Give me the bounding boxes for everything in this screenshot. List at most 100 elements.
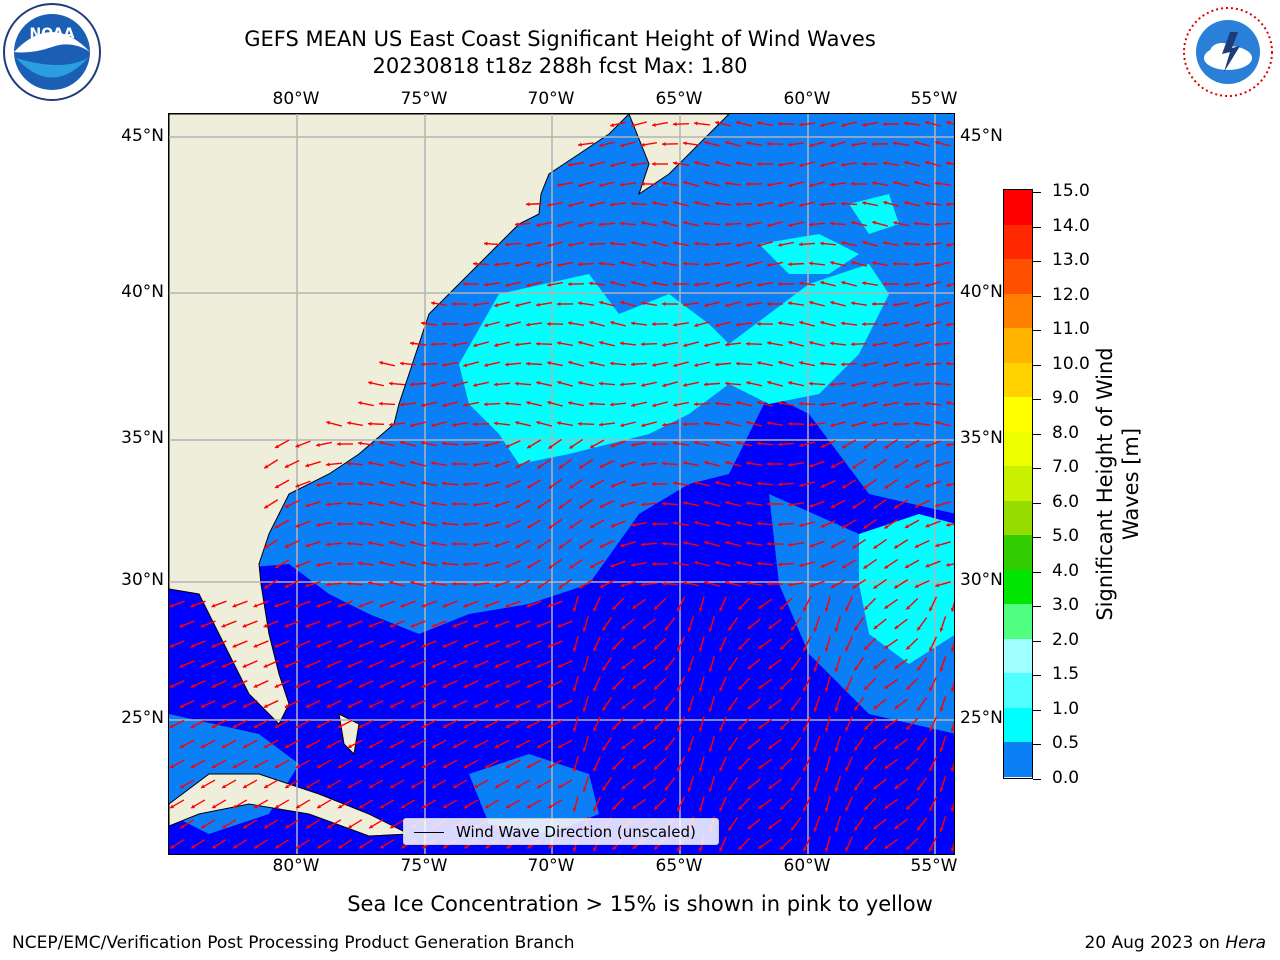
wave-direction-arrow [698,716,705,732]
wave-direction-arrow [379,680,395,688]
wave-direction-arrow [703,421,721,426]
wave-direction-arrow [682,302,700,307]
wave-direction-arrow [337,680,353,688]
wave-direction-arrow [431,620,447,628]
wave-direction-arrow [484,759,500,769]
wave-direction-arrow [661,541,679,546]
wave-direction-arrow [830,499,846,509]
wave-direction-arrow [263,499,279,509]
wave-direction-arrow [840,321,858,326]
wave-direction-arrow [950,801,954,812]
wave-direction-arrow [558,578,572,590]
wave-direction-arrow [451,541,469,546]
wave-direction-arrow [452,381,468,388]
colorbar-segment [1004,535,1032,570]
wave-direction-arrow [672,521,690,526]
wave-direction-arrow [682,141,700,146]
wave-direction-arrow [683,381,699,387]
wave-direction-arrow [578,459,594,469]
wave-direction-arrow [779,797,793,811]
wave-direction-arrow [388,422,406,427]
wave-direction-arrow [494,301,510,308]
wave-direction-arrow [305,819,321,829]
colorbar-tick-label: 11.0 [1052,319,1090,340]
wave-direction-arrow [714,362,732,367]
wave-zone-high [859,514,954,664]
wave-direction-arrow [904,559,920,569]
wave-direction-arrow [651,322,669,327]
wave-direction-arrow [452,620,468,628]
wave-direction-arrow [758,598,772,610]
map-grid [169,114,954,854]
wave-direction-arrow [336,441,354,447]
wave-direction-arrow [253,719,269,729]
wave-direction-arrow [853,736,865,752]
wave-direction-arrow [515,660,531,668]
wave-direction-arrow [724,222,742,227]
wave-direction-arrow [169,600,185,608]
wave-direction-arrow [672,321,690,327]
wave-direction-arrow [179,819,195,829]
wave-direction-arrow [813,816,821,832]
wave-direction-arrow [493,382,511,387]
wave-direction-arrow [274,519,290,529]
wave-direction-arrow [925,480,941,488]
wave-direction-arrow [284,699,300,709]
wave-direction-arrow [903,402,921,407]
wave-direction-arrow [410,460,426,467]
wave-direction-arrow [916,657,928,671]
wave-direction-arrow [284,579,300,589]
wave-direction-arrow [589,519,605,529]
wave-direction-arrow [190,799,206,809]
wave-direction-arrow [737,597,751,611]
wave-direction-arrow [935,501,951,508]
wave-direction-arrow [640,141,658,147]
wave-direction-arrow [610,121,626,128]
wave-direction-arrow [494,620,510,628]
wave-direction-arrow [232,600,248,608]
wave-direction-arrow [400,640,416,648]
wave-direction-arrow [421,799,437,809]
wave-direction-arrow [768,618,782,630]
wave-direction-arrow [893,579,909,589]
wave-direction-arrow [441,441,459,446]
wave-direction-arrow [925,520,941,528]
wave-zone-high [459,264,889,464]
wave-direction-arrow [526,799,542,809]
wave-direction-arrow [536,499,552,509]
wave-direction-arrow [924,201,942,206]
wave-direction-arrow [631,280,647,287]
wave-direction-arrow [242,620,258,628]
wave-direction-arrow [557,739,573,749]
wave-direction-arrow [664,777,676,791]
colorbar-tick-mark [1033,502,1041,504]
wave-direction-arrow [536,779,552,789]
wave-direction-arrow [536,699,552,709]
wave-direction-arrow [602,776,612,792]
colorbar-tick-mark [1033,709,1041,711]
wave-direction-arrow [727,776,739,792]
wave-direction-arrow [232,680,248,688]
wave-direction-arrow [916,617,928,631]
wave-direction-arrow [916,697,928,711]
wave-direction-arrow [787,262,805,267]
wave-direction-arrow [326,819,342,829]
wave-direction-arrow [610,161,626,168]
wave-direction-arrow [494,699,510,709]
lon-label: 65°W [655,89,703,109]
wave-direction-arrow [757,241,773,248]
wave-direction-arrow [799,320,815,327]
wave-direction-arrow [451,581,469,586]
wave-direction-arrow [893,341,909,348]
wave-direction-arrow [347,620,363,628]
wave-direction-arrow [652,401,668,408]
wave-direction-arrow [593,636,601,652]
wave-direction-arrow [463,759,479,769]
wave-direction-arrow [578,181,594,188]
wave-direction-arrow [253,759,269,769]
wave-direction-arrow [316,600,332,608]
wave-direction-arrow [746,420,762,427]
lon-label: 80°W [272,856,320,876]
wave-direction-arrow [757,361,773,367]
wave-direction-arrow [950,601,954,612]
